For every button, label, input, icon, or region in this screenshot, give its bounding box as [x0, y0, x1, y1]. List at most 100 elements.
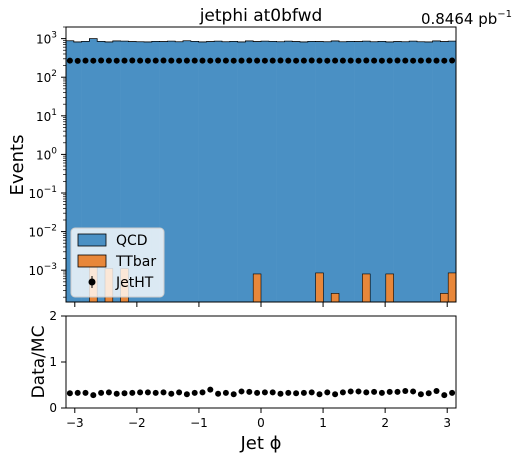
x-tick-label: 3 [443, 416, 451, 430]
jetht-point [246, 57, 253, 64]
legend: QCD TTbar JetHT [70, 227, 165, 298]
ratio-point [332, 391, 339, 398]
ratio-point [129, 389, 136, 396]
jetht-point [339, 57, 346, 64]
ratio-y-ticks: 0 1 2 [49, 309, 66, 415]
ratio-point [433, 387, 440, 394]
jetht-point [66, 57, 73, 64]
lumi-label: 0.8464 pb−1 [421, 9, 512, 28]
jetht-point [293, 57, 300, 64]
ratio-point [254, 389, 261, 396]
ttbar-bar [385, 273, 394, 303]
ratio-point [152, 389, 159, 396]
y-tick-exp: −2 [44, 224, 57, 234]
ratio-point [105, 389, 112, 396]
jetht-point [113, 57, 120, 64]
ttbar-bar [447, 272, 457, 303]
qcd-bar [284, 41, 293, 303]
ratio-point [277, 390, 284, 397]
qcd-bar [261, 41, 270, 303]
qcd-bar [362, 41, 371, 302]
jetht-point [332, 57, 339, 64]
y-tick-base: 10 [28, 264, 43, 278]
qcd-bar [105, 41, 114, 303]
qcd-bar [339, 41, 348, 303]
ratio-axes-frame [65, 315, 457, 409]
qcd-bar [440, 41, 449, 302]
ratio-point [74, 389, 81, 396]
jetht-point [105, 57, 112, 64]
ratio-point [441, 392, 448, 399]
ratio-point [160, 389, 167, 396]
ratio-point [300, 389, 307, 396]
ratio-x-ticks: −3 −2 −1 0 1 2 3 [66, 408, 451, 430]
lumi-exponent: −1 [497, 9, 512, 20]
qcd-bar [432, 40, 441, 303]
ratio-point [66, 390, 73, 397]
qcd-bar [370, 41, 379, 303]
jetht-point [441, 57, 448, 64]
qcd-bar [417, 41, 426, 303]
ratio-point [308, 389, 315, 396]
ratio-point [121, 390, 128, 397]
y-tick-base: 10 [28, 187, 43, 201]
qcd-bar [393, 41, 402, 302]
jetht-point [347, 57, 354, 64]
qcd-bar [307, 41, 316, 302]
jetht-point [378, 57, 385, 64]
jetht-point [90, 57, 97, 64]
ratio-point [176, 389, 183, 396]
jetht-point [324, 57, 331, 64]
qcd-bar [237, 41, 246, 302]
ratio-point [285, 389, 292, 396]
x-tick-label: −2 [128, 416, 146, 430]
ratio-point [246, 388, 253, 395]
main-x-ticks [74, 302, 448, 307]
y-tick-label: 101 [36, 108, 57, 124]
legend-label-qcd: QCD [116, 233, 148, 249]
ratio-point [316, 391, 323, 398]
jetht-point [98, 57, 105, 64]
lumi-value: 0.8464 pb [421, 10, 497, 28]
jetht-point [254, 57, 261, 64]
ratio-point [137, 389, 144, 396]
ratio-point [215, 390, 222, 397]
jetht-point [152, 57, 159, 64]
x-tick-label: −1 [190, 416, 208, 430]
jetht-point [207, 57, 214, 64]
qcd-bar [268, 41, 277, 302]
y-tick-base: 10 [28, 226, 43, 240]
qcd-bar [167, 41, 176, 303]
jetht-point [269, 57, 276, 64]
jetht-point [230, 57, 237, 64]
ratio-point [199, 389, 206, 396]
ttbar-bar [252, 273, 262, 303]
y-tick-label: 10−1 [28, 185, 57, 201]
jetht-point [222, 57, 229, 64]
jetht-point [129, 57, 136, 64]
chart-title: jetphi at0bfwd [199, 6, 323, 26]
y-tick-label: 103 [36, 31, 57, 47]
qcd-bar [198, 41, 207, 302]
legend-marker-jetht [88, 278, 96, 286]
qcd-bar [401, 41, 410, 303]
qcd-bar [229, 41, 238, 302]
legend-swatch-qcd [77, 233, 107, 247]
qcd-bar [183, 40, 192, 302]
qcd-bar [424, 41, 433, 302]
ratio-point [386, 388, 393, 395]
jetht-point [285, 57, 292, 64]
jetht-point [386, 57, 393, 64]
ratio-y-tick-label: 2 [49, 309, 57, 323]
qcd-bar [128, 41, 137, 302]
ratio-point [98, 389, 105, 396]
qcd-bar [206, 41, 215, 302]
ratio-point [230, 391, 237, 398]
ttbar-bar [330, 293, 340, 303]
ratio-panel: 0 1 2 −3 −2 −1 0 1 2 3 Data/MC Jet ϕ [29, 309, 457, 454]
y-tick-base: 10 [36, 71, 51, 85]
qcd-bar [175, 41, 184, 303]
ttbar-bar [362, 273, 371, 303]
qcd-bar [144, 41, 153, 302]
qcd-bar [346, 41, 355, 302]
